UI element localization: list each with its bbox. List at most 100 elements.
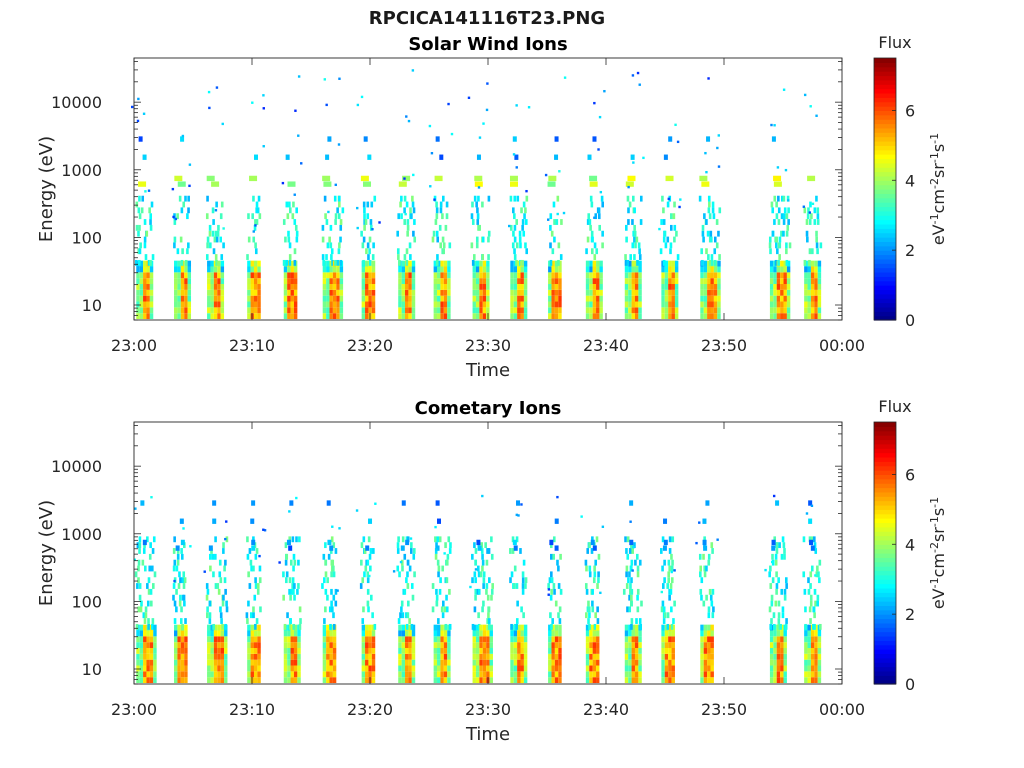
- spectrogram-cell: [435, 545, 440, 551]
- spectrogram-cell: [253, 594, 257, 601]
- spectrogram-cell: [284, 559, 288, 566]
- spectrogram-cell: [592, 301, 597, 308]
- colorbar-segment: [874, 635, 896, 641]
- spectrogram-cell: [627, 577, 630, 584]
- colorbar-segment: [874, 285, 896, 291]
- spectrogram-cell: [717, 278, 721, 285]
- spectrogram-cell: [173, 618, 177, 624]
- spectrogram-cell: [292, 588, 295, 595]
- spectrogram-cell: [804, 295, 808, 302]
- spectrogram-cell: [491, 583, 494, 589]
- spectrogram-cell: [399, 560, 403, 564]
- spectrogram-cell: [401, 624, 406, 631]
- spectrogram-cell: [291, 577, 295, 584]
- spectrogram-cell: [674, 278, 679, 285]
- spectrogram-cell: [710, 259, 714, 266]
- spectrogram-cell: [177, 301, 181, 308]
- spectrogram-cell: [517, 677, 521, 684]
- spectrogram-cell: [290, 677, 294, 684]
- spectrogram-cell: [205, 213, 209, 220]
- spectrogram-cell: [176, 553, 180, 560]
- spectrogram-cell: [257, 642, 261, 649]
- spectrogram-cell: [443, 260, 448, 267]
- spectrogram-cell: [332, 295, 337, 302]
- spectrogram-cell: [475, 236, 479, 243]
- spectrogram-cell: [786, 224, 790, 231]
- spectrogram-cell: [187, 260, 192, 267]
- spectrogram-cell: [769, 284, 774, 290]
- spectrogram-cell: [783, 648, 787, 654]
- spectrogram-cell: [625, 224, 628, 231]
- spectrogram-cell: [437, 272, 441, 279]
- spectrogram-cell: [671, 636, 675, 643]
- spectrogram-cell: [153, 648, 157, 654]
- spectrogram-cell: [440, 624, 444, 631]
- spectrogram-cell: [777, 577, 780, 584]
- spectrogram-cell: [710, 301, 714, 308]
- spectrogram-cell: [817, 642, 822, 649]
- spectrogram-cell: [521, 577, 525, 584]
- spectrogram-cell: [443, 289, 448, 296]
- spectrogram-cell: [786, 272, 791, 279]
- spectrogram-cell: [804, 289, 808, 296]
- spectrogram-cell: [173, 219, 177, 225]
- spectrogram-cell: [701, 224, 705, 231]
- spectrogram-cell: [700, 653, 704, 660]
- spectrogram-cell: [440, 289, 444, 296]
- spectrogram-cell: [476, 207, 479, 214]
- spectrogram-cell: [710, 671, 714, 678]
- spectrogram-cell: [134, 507, 137, 510]
- spectrogram-cell: [332, 278, 337, 285]
- spectrogram-cell: [136, 272, 140, 279]
- spectrogram-cell: [477, 186, 481, 189]
- spectrogram-cell: [486, 624, 490, 631]
- spectrogram-cell: [631, 278, 635, 285]
- spectrogram-cell: [472, 278, 476, 285]
- spectrogram-cell: [554, 284, 559, 290]
- spectrogram-cell: [773, 278, 777, 285]
- spectrogram-cell: [295, 496, 298, 500]
- spectrogram-cell: [769, 653, 774, 660]
- spectrogram-cell: [396, 248, 400, 255]
- spectrogram-cell: [601, 525, 605, 528]
- spectrogram-cell: [365, 630, 369, 637]
- spectrogram-cell: [515, 242, 519, 249]
- spectrogram-cell: [322, 630, 327, 637]
- spectrogram-cell: [810, 648, 815, 654]
- spectrogram-cell: [183, 542, 186, 549]
- spectrogram-cell: [585, 677, 590, 684]
- spectrogram-cell: [558, 653, 562, 660]
- spectrogram-cell: [401, 636, 406, 643]
- spectrogram-cell: [634, 278, 639, 285]
- spectrogram-cell: [593, 242, 597, 249]
- spectrogram-cell: [209, 565, 212, 572]
- spectrogram-cell: [144, 612, 148, 619]
- spectrogram-cell: [707, 289, 711, 296]
- spectrogram-cell: [634, 636, 639, 643]
- spectrogram-cell: [589, 677, 593, 684]
- spectrogram-cell: [482, 577, 486, 584]
- spectrogram-cell: [703, 636, 708, 643]
- spectrogram-cell: [365, 659, 369, 666]
- spectrogram-cell: [480, 542, 484, 549]
- spectrogram-cell: [438, 224, 442, 231]
- spectrogram-cell: [787, 219, 790, 225]
- spectrogram-cell: [816, 594, 820, 601]
- spectrogram-cell: [440, 260, 444, 267]
- spectrogram-cell: [523, 648, 528, 654]
- spectrogram-cell: [817, 671, 822, 678]
- spectrogram-cell: [332, 612, 335, 619]
- spectrogram-cell: [361, 313, 366, 320]
- spectrogram-cell: [810, 284, 815, 290]
- spectrogram-cell: [405, 630, 409, 637]
- spectrogram-cell: [252, 236, 256, 243]
- spectrogram-cell: [660, 548, 663, 554]
- spectrogram-cell: [817, 307, 822, 314]
- spectrogram-cell: [405, 259, 409, 266]
- spectrogram-cell: [216, 230, 220, 237]
- spectrogram-cell: [816, 600, 820, 607]
- spectrogram-cell: [701, 259, 704, 266]
- spectrogram-cell: [439, 242, 443, 249]
- spectrogram-cell: [777, 207, 781, 214]
- spectrogram-cell: [810, 636, 815, 643]
